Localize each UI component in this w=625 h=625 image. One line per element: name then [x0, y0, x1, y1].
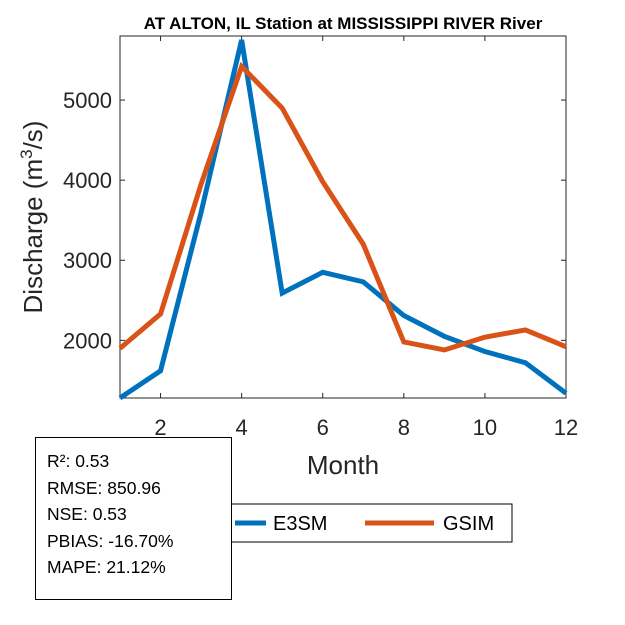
series-line-e3sm — [118, 39, 568, 401]
series-lines — [118, 39, 568, 401]
stat-mape: MAPE: 21.12% — [47, 557, 166, 577]
x-tick-label: 12 — [554, 415, 578, 440]
x-tick-label: 4 — [236, 415, 248, 440]
stat-rmse: RMSE: 850.96 — [47, 477, 161, 498]
x-tick-label: 2 — [154, 415, 166, 440]
y-axis-label: Discharge (m3/s) — [17, 121, 48, 314]
stats-box: R²: 0.53 RMSE: 850.96 NSE: 0.53 PBIAS: -… — [35, 437, 232, 600]
y-tick-label: 5000 — [63, 88, 112, 113]
y-tick-label: 3000 — [63, 248, 112, 273]
stat-nse: NSE: 0.53 — [47, 504, 127, 524]
x-tick-label: 8 — [398, 415, 410, 440]
plot-area — [119, 35, 567, 399]
y-axis: 2000 3000 4000 5000 — [63, 88, 566, 353]
stat-r2: R²: 0.53 — [47, 451, 110, 471]
legend-label-e3sm: E3SM — [273, 513, 327, 535]
series-line-gsim — [118, 61, 567, 353]
x-axis-label: Month — [307, 450, 379, 480]
y-tick-label: 2000 — [63, 328, 112, 353]
chart-title: AT ALTON, IL Station at MISSISSIPPI RIVE… — [144, 14, 543, 33]
legend: E3SM GSIM — [229, 503, 513, 543]
stat-pbias: PBIAS: -16.70% — [47, 530, 174, 551]
legend-label-gsim: GSIM — [443, 513, 494, 535]
x-tick-label: 6 — [317, 415, 329, 440]
y-tick-label: 4000 — [63, 168, 112, 193]
x-axis: 2 4 6 8 10 12 — [154, 36, 578, 440]
x-tick-label: 10 — [473, 415, 497, 440]
